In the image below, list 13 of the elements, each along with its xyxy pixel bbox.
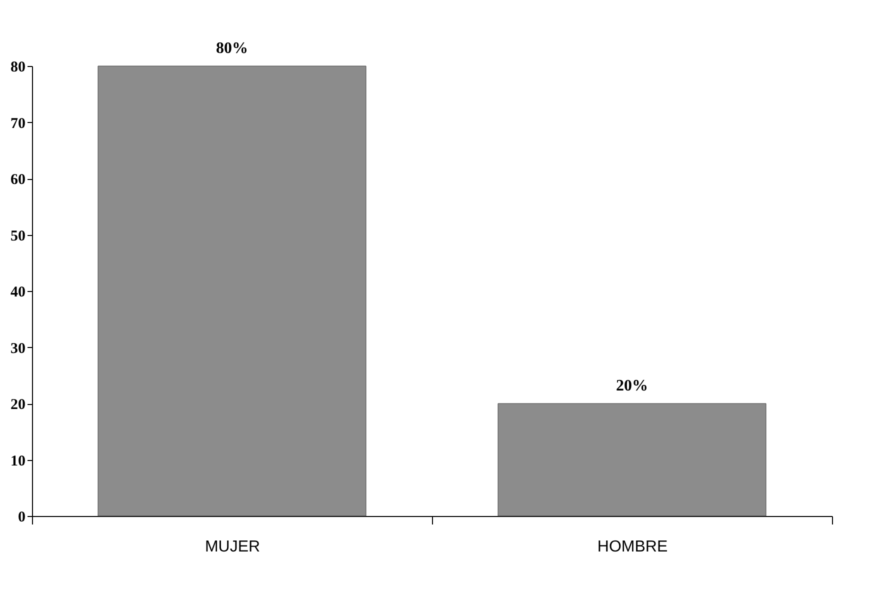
y-tick-label: 10 [10, 453, 26, 470]
x-tick-label: HOMBRE [597, 538, 668, 556]
y-tick-label: 50 [10, 228, 26, 244]
y-tick-label: 60 [10, 172, 26, 188]
y-tick-label: 40 [10, 284, 26, 300]
data-label: 80% [216, 40, 248, 57]
y-tick-label: 70 [10, 116, 26, 132]
data-label: 20% [616, 378, 648, 394]
y-tick-label: 80 [10, 60, 26, 76]
x-tick-label: MUJER [204, 538, 260, 556]
y-tick-label: 20 [10, 397, 26, 413]
y-tick-label: 30 [10, 340, 26, 357]
y-tick-label: 0 [18, 510, 26, 526]
